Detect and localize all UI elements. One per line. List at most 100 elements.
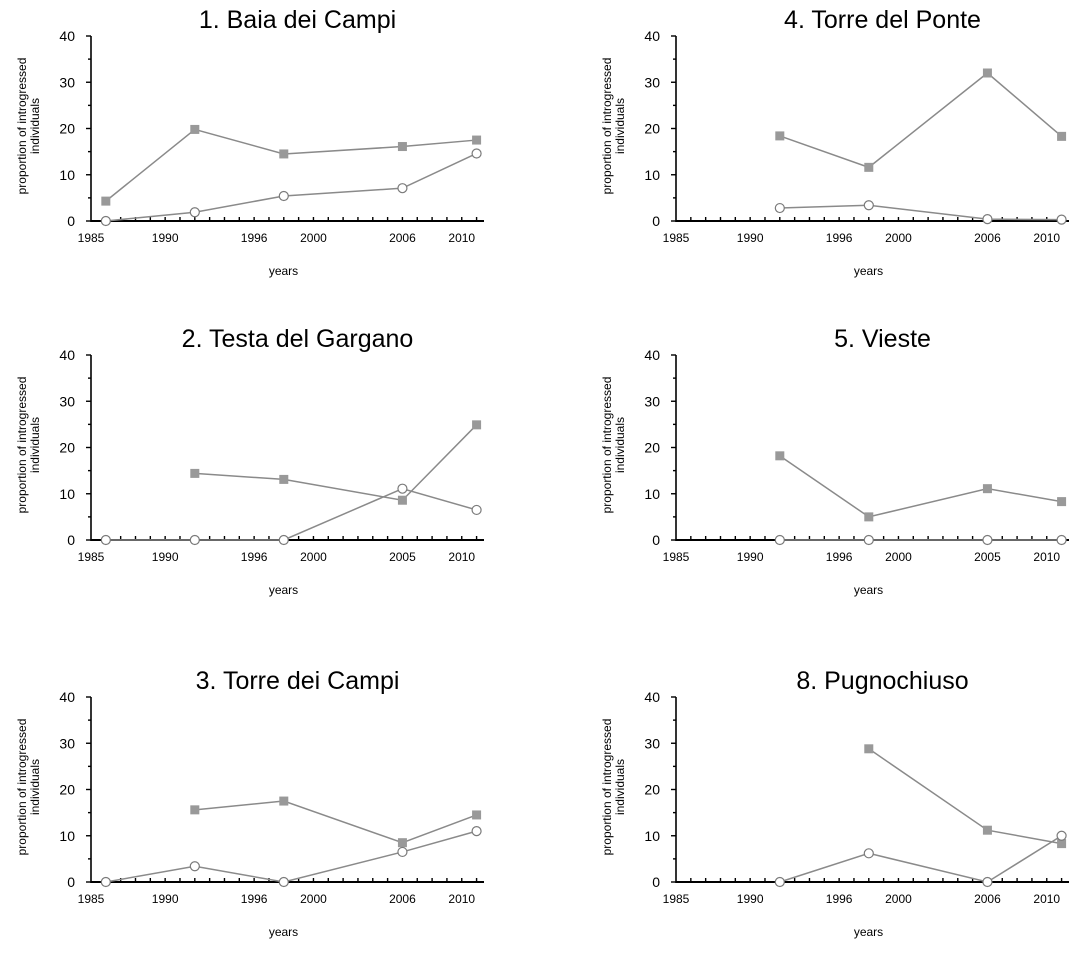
y-axis-label: proportion of introgressed individuals: [15, 26, 42, 226]
y-axis-label: proportion of introgressed individuals: [15, 345, 42, 545]
x-tick-label: 2006: [389, 892, 416, 906]
chart-plot: 0 10 20 30 40 1985 1990 1996 2000 2005 2010: [644, 347, 1069, 564]
data-point-circle: [397, 183, 408, 194]
data-point-circle: [278, 876, 289, 888]
y-tick-label: 20: [644, 121, 660, 137]
x-tick-label: 2010: [1033, 550, 1060, 564]
data-point-circle: [471, 504, 482, 516]
data-point-square: [864, 162, 874, 172]
x-axis-label: years: [268, 925, 299, 939]
y-axis-label-line: individuals: [28, 416, 42, 474]
data-point-circle: [189, 534, 200, 546]
x-tick-label: 2010: [448, 550, 475, 564]
data-point-circle: [1056, 534, 1067, 546]
data-point-square: [472, 810, 482, 820]
y-tick-label: 30: [644, 735, 660, 751]
y-tick-label: 20: [644, 440, 660, 456]
y-tick-label: 20: [644, 782, 660, 798]
x-tick-label: 1996: [826, 550, 853, 564]
x-tick-label: 1996: [826, 892, 853, 906]
x-tick-label: 1990: [152, 550, 179, 564]
data-point-square: [397, 838, 407, 848]
x-tick-label: 2000: [300, 550, 327, 564]
x-tick-label: 1985: [78, 550, 105, 564]
data-point-circle: [982, 534, 993, 546]
y-tick-label: 30: [59, 735, 75, 751]
y-axis-label-line: individuals: [613, 758, 627, 816]
x-tick-label: 1985: [663, 892, 690, 906]
data-point-square: [397, 142, 407, 152]
chart-plot: 0 10 20 30 40 1985 1990 1996 2000 2006 2010: [59, 689, 484, 906]
y-tick-label: 10: [644, 828, 660, 844]
data-point-circle: [774, 876, 785, 888]
chart-plot: 0 10 20 30 40 1985 1990 1996 2000 2006 2010: [644, 28, 1069, 245]
y-tick-label: 0: [652, 874, 660, 890]
chart-title: 4. Torre del Ponte: [784, 6, 981, 34]
data-point-square: [775, 131, 785, 141]
y-tick-label: 0: [67, 532, 75, 548]
series-line-square: [194, 424, 478, 502]
x-tick-label: 1990: [737, 892, 764, 906]
x-tick-label: 1990: [737, 550, 764, 564]
y-axis-label-line: individuals: [28, 758, 42, 816]
x-tick-label: 2000: [885, 892, 912, 906]
x-axis-label: years: [268, 583, 299, 597]
data-point-circle: [189, 207, 200, 218]
x-tick-label: 1990: [152, 231, 179, 245]
y-tick-label: 0: [652, 213, 660, 229]
y-axis-label: proportion of introgressed individuals: [600, 345, 627, 545]
y-tick-label: 0: [67, 213, 75, 229]
y-tick-label: 10: [644, 486, 660, 502]
data-point-circle: [863, 848, 874, 859]
data-point-square: [397, 495, 407, 505]
series-line-square: [868, 748, 1062, 845]
x-tick-label: 1996: [241, 550, 268, 564]
x-axis-label: years: [853, 925, 884, 939]
data-point-circle: [863, 534, 874, 546]
chart-panel: 0 10 20 30 40 1985 1990 1996 2000 2006 2010 8. Pugn…: [585, 661, 1077, 975]
x-tick-label: 1996: [241, 231, 268, 245]
data-point-square: [190, 124, 200, 134]
chart-panel: 0 10 20 30 40 1985 1990 1996 2000 2006 2010 3. Torr…: [0, 661, 538, 975]
series-line-square: [105, 128, 477, 202]
data-point-circle: [471, 148, 482, 159]
y-tick-label: 40: [644, 689, 660, 705]
data-point-square: [279, 474, 289, 484]
x-tick-label: 2006: [974, 231, 1001, 245]
x-tick-label: 2000: [300, 892, 327, 906]
x-tick-label: 2006: [974, 892, 1001, 906]
series-line-square: [779, 72, 1063, 169]
y-tick-label: 40: [59, 347, 75, 363]
y-axis-label: proportion of introgressed individuals: [600, 687, 627, 887]
y-tick-label: 20: [59, 440, 75, 456]
x-tick-label: 2010: [448, 231, 475, 245]
data-point-circle: [982, 876, 993, 888]
y-tick-label: 30: [59, 393, 75, 409]
data-point-square: [864, 512, 874, 522]
y-tick-label: 40: [59, 28, 75, 44]
series-line-circle: [779, 835, 1062, 883]
x-tick-label: 2005: [389, 550, 416, 564]
chart-panel: 0 10 20 30 40 1985 1990 1996 2000 2005 2010 5. Vies…: [585, 319, 1077, 633]
x-tick-label: 2010: [1033, 231, 1060, 245]
data-point-square: [1057, 497, 1067, 507]
chart-title: 2. Testa del Gargano: [181, 325, 414, 353]
data-point-circle: [1056, 830, 1067, 841]
chart-panel: 0 10 20 30 40 1985 1990 1996 2000 2006 2010 4. Torr…: [585, 0, 1077, 314]
x-tick-label: 2000: [885, 231, 912, 245]
y-tick-label: 40: [644, 347, 660, 363]
data-point-square: [982, 825, 992, 835]
chart-plot: 0 10 20 30 40 1985 1990 1996 2000 2006 2010: [59, 28, 484, 245]
x-tick-label: 2006: [389, 231, 416, 245]
series-line-circle: [105, 830, 477, 883]
series-line-circle: [105, 152, 477, 222]
y-tick-label: 10: [59, 486, 75, 502]
y-axis-label: proportion of introgressed individuals: [600, 26, 627, 226]
data-point-square: [472, 135, 482, 145]
x-axis-label: years: [853, 264, 884, 278]
series-line-circle: [779, 204, 1062, 221]
data-point-square: [982, 68, 992, 78]
data-point-circle: [278, 190, 289, 202]
series-line-square: [779, 455, 1062, 518]
chart-panel: 0 10 20 30 40 1985 1990 1996 2000 2005 2010 2. Test…: [0, 319, 538, 633]
